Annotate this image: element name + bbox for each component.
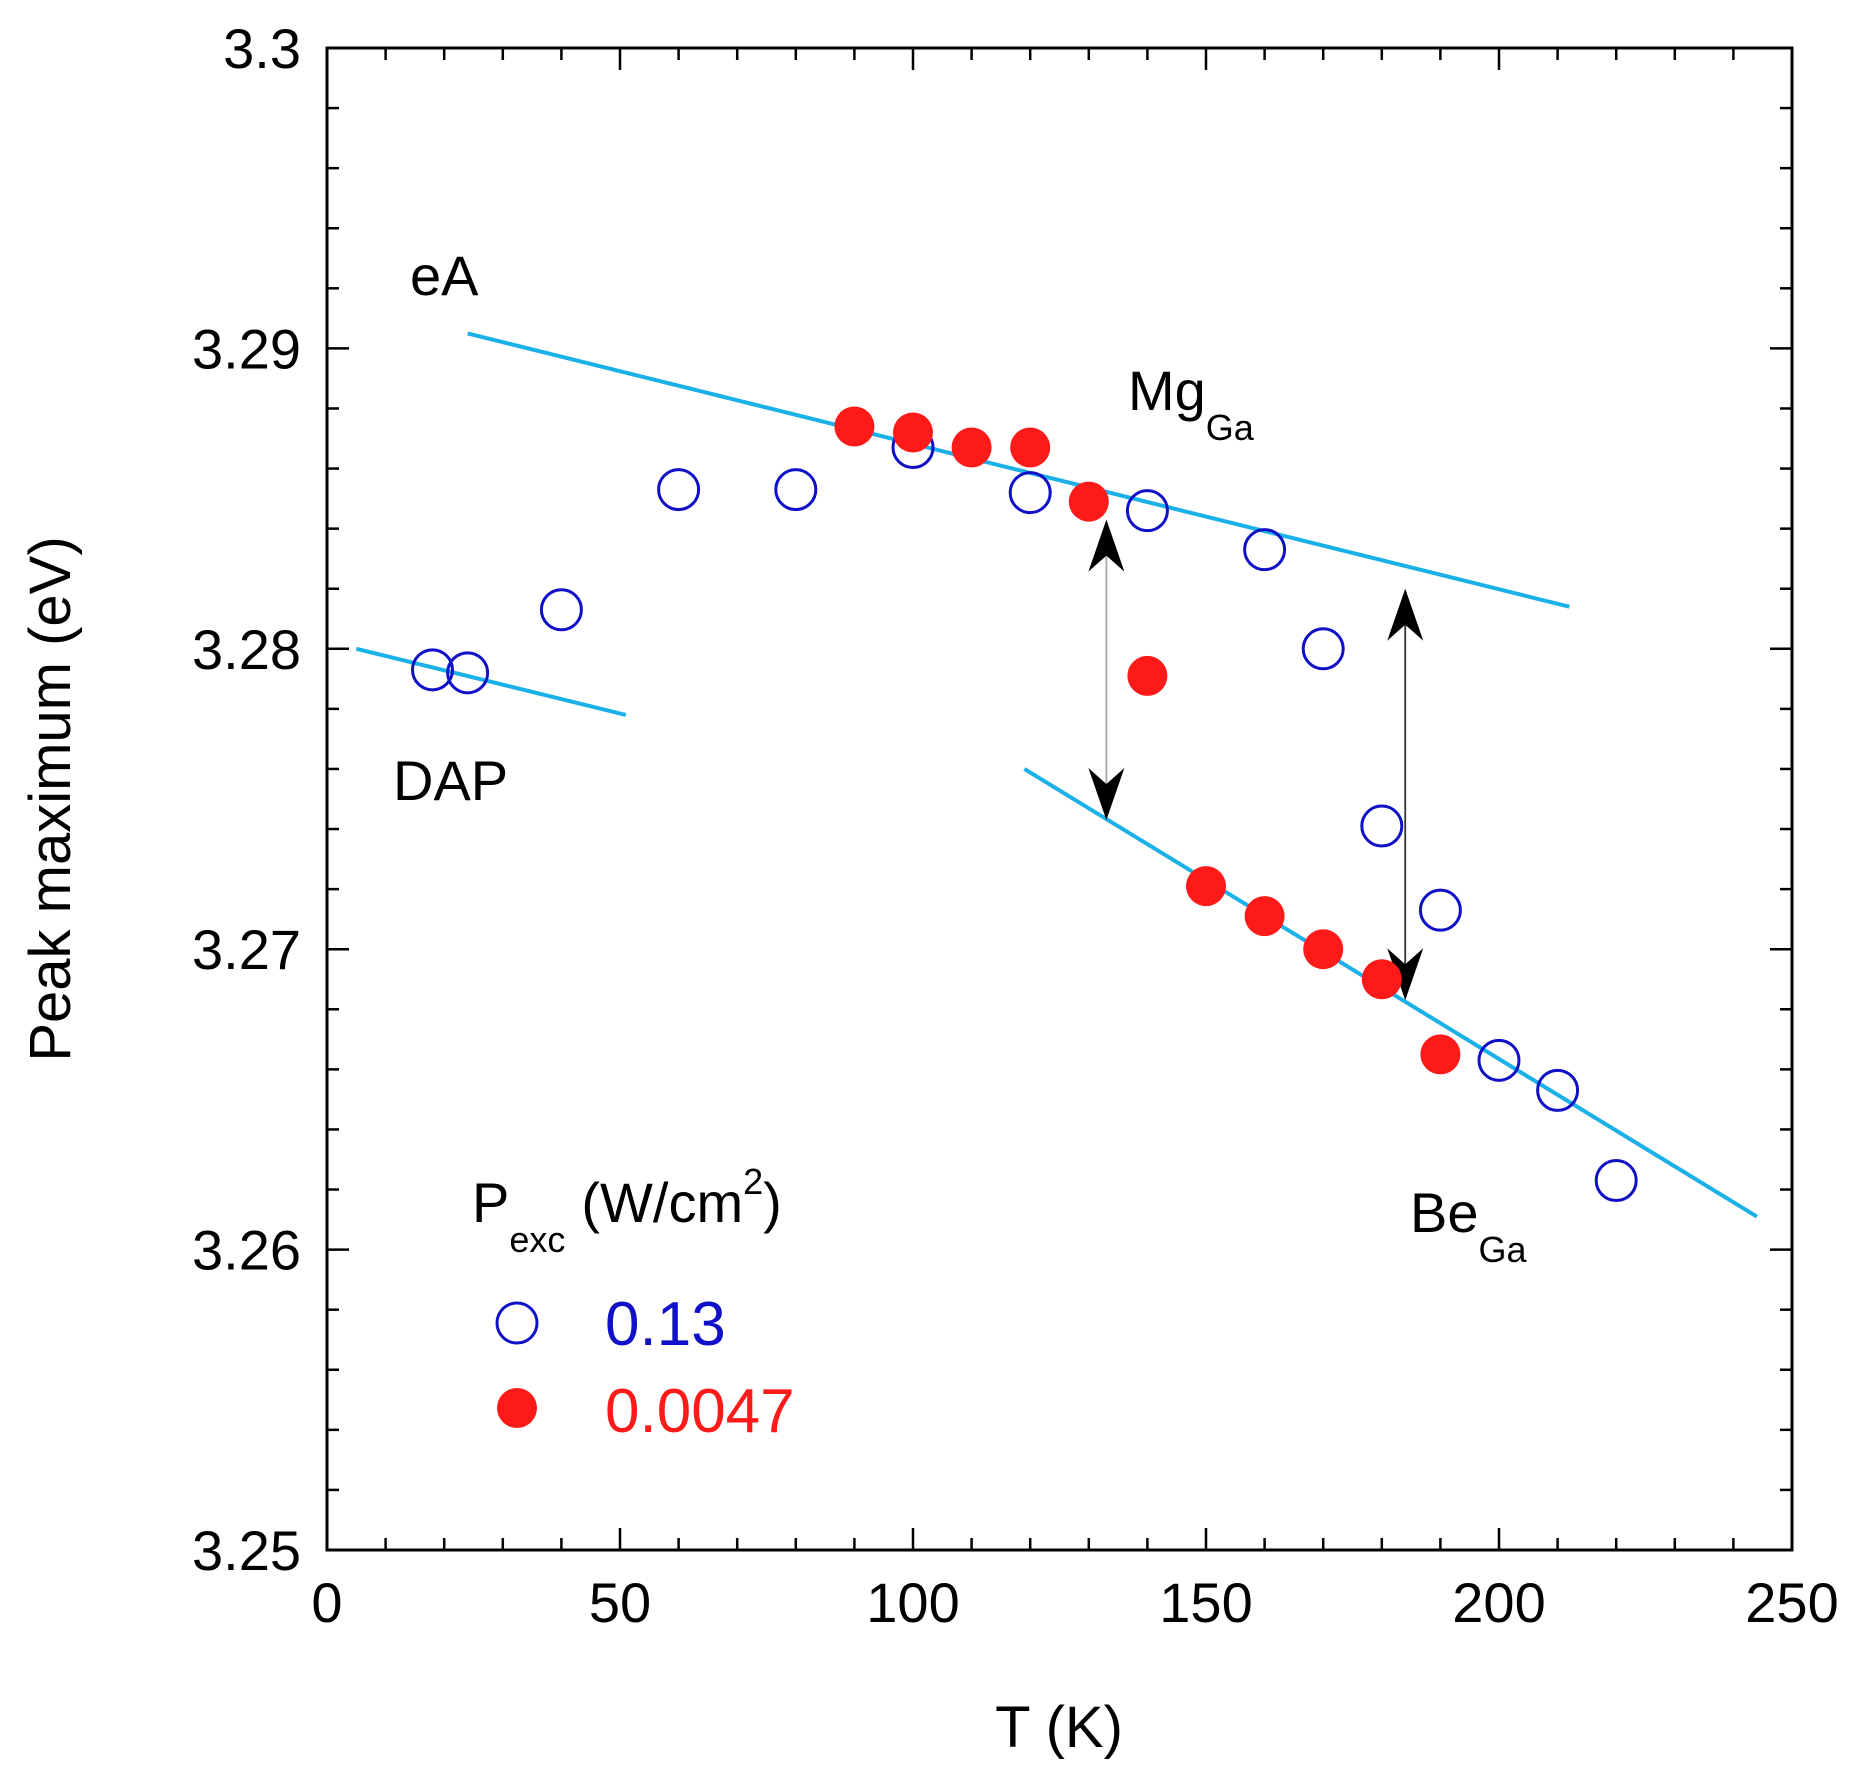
x-tick-label: 100 [866,1571,959,1634]
point-open [1536,1068,1580,1112]
point-open [1594,1159,1638,1203]
x-axis-title: T (K) [995,1695,1123,1760]
x-tick-label: 50 [589,1571,651,1634]
arrow-head [1387,588,1424,641]
legend: Pexc(W/cm2) 0.13 0.0047 [472,1161,795,1446]
fit-lines [355,331,1758,1219]
point-filled [1244,896,1285,937]
point-open [539,588,583,632]
point-filled [1010,427,1051,468]
tick-labels: 0 50 100 150 200 250 3.25 3.26 3.27 3.28 3.29 3.3 [192,17,1839,1634]
arrow-head [1088,519,1125,572]
point-open [774,468,818,512]
point-filled [1127,655,1168,696]
y-tick-label: 3.26 [192,1219,301,1282]
legend-marker-filled [497,1388,537,1428]
point-filled [1420,1034,1461,1075]
point-open [1125,489,1169,533]
annotation-mg: MgGa [1128,359,1255,448]
annotation-dap: DAP [393,749,508,812]
legend-label-0: 0.13 [605,1290,726,1359]
point-open [1301,627,1345,671]
legend-marker-open [495,1301,539,1345]
y-axis-title: Peak maximum (eV) [18,536,83,1061]
point-filled [893,412,933,453]
annotation-ea: eA [410,244,479,307]
point-open [1008,471,1052,515]
y-tick-label: 3.3 [223,17,301,80]
arrows [1088,519,1424,1001]
data-points [410,406,1638,1203]
point-filled [951,427,992,468]
fit-line-ea [467,331,1570,609]
y-tick-label: 3.27 [192,918,301,981]
point-open [1360,804,1404,848]
x-tick-label: 150 [1159,1571,1252,1634]
point-filled [1186,866,1226,907]
x-tick-label: 200 [1452,1571,1545,1634]
point-open [657,468,701,512]
x-tick-label: 0 [311,1571,342,1634]
legend-title: Pexc(W/cm2) [472,1161,782,1260]
point-filled [834,406,875,447]
point-open [446,651,490,695]
point-open [1418,888,1462,932]
annotation-be: BeGa [1410,1181,1528,1270]
arrow-head [1387,948,1424,1001]
x-tick-label: 250 [1745,1571,1838,1634]
y-tick-label: 3.29 [192,317,301,380]
legend-label-1: 0.0047 [605,1377,795,1446]
plot-frame [325,46,1794,1552]
point-filled [1361,959,1402,1000]
arrow-head [1088,768,1125,821]
point-filled [1068,481,1109,522]
axis-ticks [325,46,1794,1552]
point-open [1243,528,1287,572]
point-open [410,648,454,692]
point-filled [1303,929,1344,970]
point-open [1477,1038,1521,1082]
y-tick-label: 3.25 [192,1519,301,1582]
fit-line-dap [355,646,627,717]
y-tick-label: 3.28 [192,618,301,681]
